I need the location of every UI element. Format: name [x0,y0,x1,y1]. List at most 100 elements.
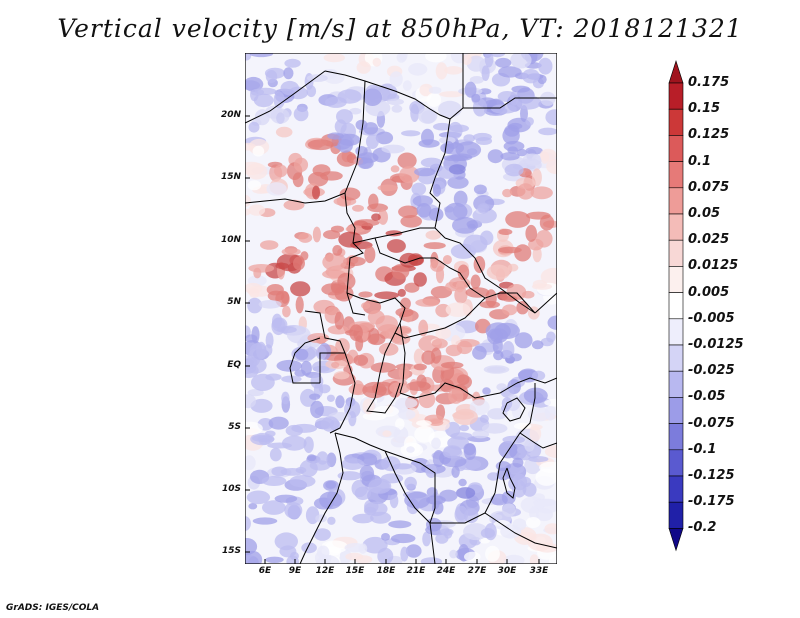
velocity-patch [433,122,452,131]
velocity-patch [527,533,553,551]
colorbar-swatch [668,344,684,372]
velocity-patch [418,391,436,409]
velocity-patch [274,532,298,551]
velocity-patch [450,432,473,440]
velocity-patch [370,362,396,373]
velocity-patch [349,107,362,115]
velocity-patch [469,76,484,84]
velocity-patch [535,508,553,522]
velocity-patch [249,53,274,58]
velocity-patch [280,80,300,96]
velocity-patch [367,310,385,325]
velocity-patch [529,554,539,564]
velocity-patch [284,58,301,68]
chart-title: Vertical velocity [m/s] at 850hPa, VT: 2… [57,14,743,43]
velocity-patch [496,467,511,481]
velocity-patch [411,182,427,196]
velocity-patch [425,230,442,240]
velocity-patch [502,126,520,145]
velocity-patch [490,104,517,114]
velocity-patch [246,490,271,505]
velocity-patch [445,344,463,357]
velocity-patch [470,274,481,289]
velocity-patch [320,171,343,181]
velocity-patch [428,207,444,222]
velocity-patch [487,472,500,481]
velocity-patch [339,187,361,201]
velocity-patch [451,465,460,478]
velocity-patch [498,228,513,235]
velocity-patch [368,478,392,494]
velocity-patch [502,554,525,564]
velocity-patch [333,371,350,380]
velocity-patch [439,528,454,536]
velocity-patch [431,437,441,450]
velocity-patch [471,93,481,103]
velocity-patch [412,195,433,207]
velocity-patch [315,514,327,523]
velocity-patch [307,454,317,462]
velocity-patch [539,148,557,162]
velocity-patch [502,304,518,316]
velocity-patch [315,417,334,430]
colorbar-swatch [668,292,684,320]
velocity-patch [509,353,522,362]
velocity-patch [448,388,464,404]
velocity-patch [392,463,412,470]
velocity-patch [293,157,309,172]
velocity-patch [428,86,442,94]
velocity-patch [544,523,557,535]
velocity-patch [309,393,321,400]
velocity-patch [535,468,557,486]
velocity-patch [496,383,508,391]
velocity-patch [490,514,503,521]
velocity-patch [318,384,331,394]
velocity-patch [345,552,364,561]
velocity-patch [307,139,334,151]
velocity-patch [262,500,286,515]
velocity-patch [487,328,503,345]
velocity-patch [348,411,357,427]
velocity-patch [480,528,495,539]
velocity-patch [331,283,342,294]
colorbar-label: 0.125 [688,127,730,143]
velocity-patch [426,92,442,107]
velocity-patch [490,493,508,506]
velocity-patch [538,127,557,136]
velocity-patch [381,533,390,541]
velocity-patch [539,214,555,231]
velocity-patch [442,446,463,459]
velocity-patch [249,343,267,361]
velocity-patch [377,184,398,192]
velocity-patch [326,394,335,402]
velocity-patch [281,391,290,405]
velocity-patch [502,341,515,359]
velocity-patch [458,478,467,487]
velocity-patch [254,87,277,95]
velocity-patch [545,109,557,126]
velocity-patch [315,554,340,564]
velocity-patch [402,80,412,91]
velocity-patch [510,53,532,69]
velocity-patch [544,398,557,407]
velocity-patch [400,297,411,310]
velocity-patch [391,104,403,113]
velocity-patch [337,139,353,153]
velocity-patch [327,516,336,525]
velocity-patch [345,225,366,233]
velocity-patch [358,291,373,298]
velocity-patch [290,281,311,297]
velocity-patch [435,327,452,340]
velocity-patch [248,503,258,510]
velocity-patch [382,430,392,438]
velocity-patch [306,74,328,82]
velocity-patch [389,493,399,509]
lon-tick-label: 33E [529,566,549,576]
colorbar-label: 0.005 [688,284,730,300]
velocity-patch [245,208,251,216]
velocity-patch [440,361,464,369]
velocity-patch [280,468,305,476]
lon-tick-label: 30E [497,566,517,576]
colorbar-label: 0.175 [688,75,730,90]
velocity-patch [303,436,314,454]
